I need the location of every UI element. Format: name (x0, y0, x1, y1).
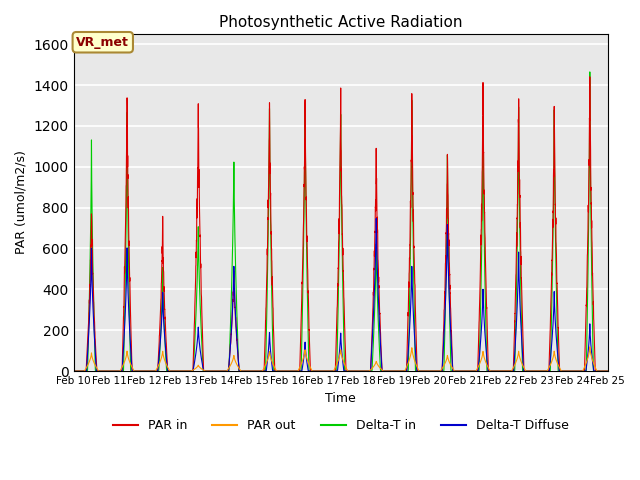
Legend: PAR in, PAR out, Delta-T in, Delta-T Diffuse: PAR in, PAR out, Delta-T in, Delta-T Dif… (108, 414, 573, 437)
Text: VR_met: VR_met (76, 36, 129, 49)
Title: Photosynthetic Active Radiation: Photosynthetic Active Radiation (219, 15, 462, 30)
Y-axis label: PAR (umol/m2/s): PAR (umol/m2/s) (15, 151, 28, 254)
X-axis label: Time: Time (325, 392, 356, 405)
